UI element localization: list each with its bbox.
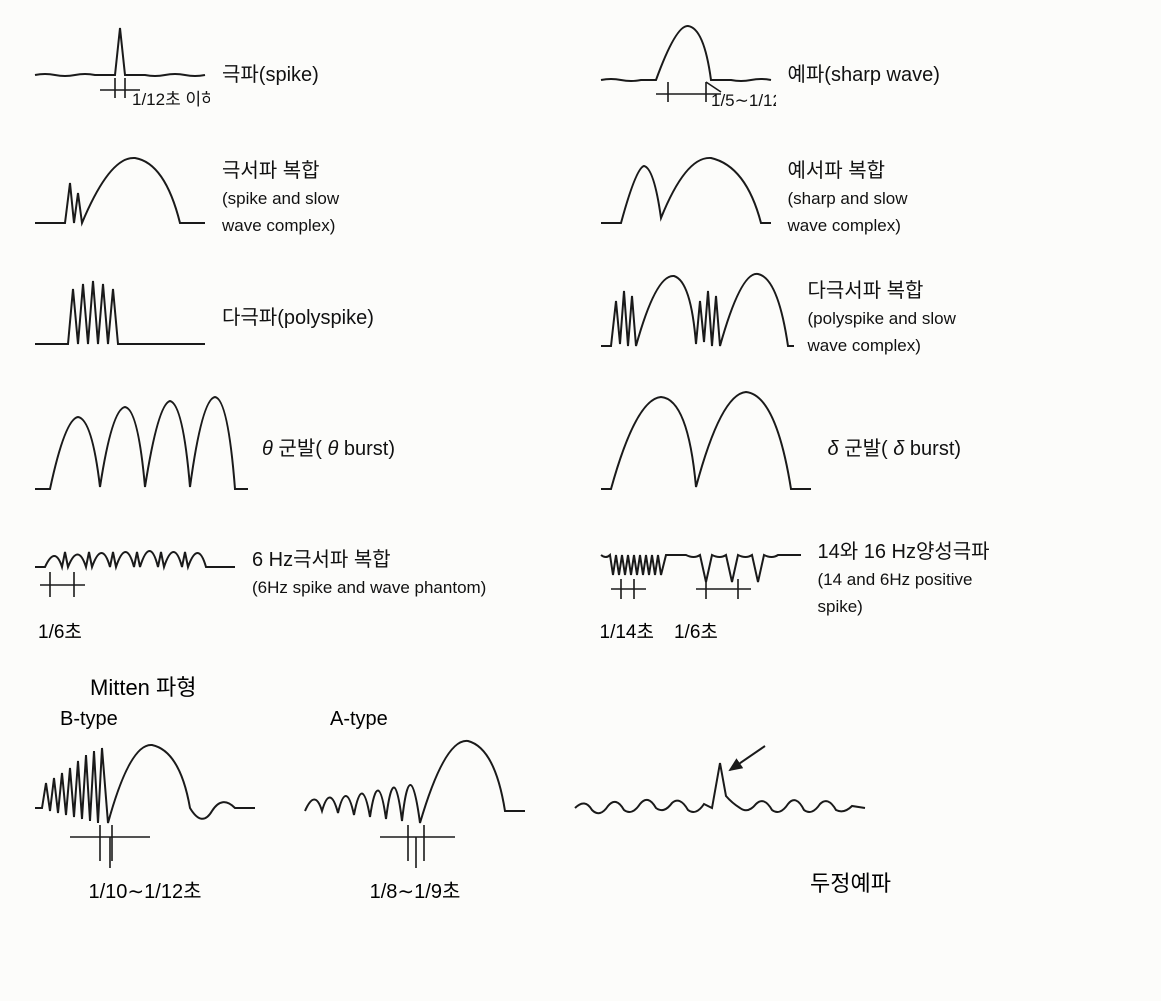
svg-polyspike [30, 269, 210, 369]
wave-delta [596, 389, 816, 509]
time-spike: 1/12초 이하 [132, 90, 210, 109]
wave-6hz: 1/6초 [30, 527, 240, 644]
mitten-b-sub: B-type [60, 708, 260, 731]
mitten-title: Mitten 파형 [90, 670, 1131, 702]
label-sharp-slow-en: (sharp and slow wave complex) [788, 189, 908, 235]
wave-theta [30, 389, 250, 509]
label-theta-txt: 군발( [278, 438, 321, 460]
time-14: 1/14초 [600, 617, 654, 644]
cell-6hz: 1/6초 6 Hz극서파 복합 (6Hz spike and wave phan… [30, 527, 566, 644]
svg-theta [30, 389, 250, 509]
wave-spike: 1/12초 이하 [30, 20, 210, 130]
time-14-6hz: 1/14초 1/6초 [600, 617, 806, 644]
mitten-a-time: 1/8∼1/9초 [300, 875, 530, 904]
label-14-6hz-ko: 14와 16 Hz양성극파 [818, 541, 990, 563]
svg-spike: 1/12초 이하 [30, 20, 210, 130]
wave-14-6hz: 1/14초 1/6초 [596, 527, 806, 644]
label-polyspike: 다극파(polyspike) [222, 305, 566, 332]
time-6: 1/6초 [674, 617, 718, 644]
mitten-a-sub: A-type [330, 708, 530, 731]
wave-sharp: 1/5∼1/12초 [596, 20, 776, 130]
label-14-6hz-en: (14 and 6Hz positive spike) [818, 570, 973, 616]
mitten-section: Mitten 파형 B-type 1/10∼1/12초 A-type 1/8∼1… [30, 670, 1131, 904]
label-polyspike-slow: 다극서파 복합 (polyspike and slow wave complex… [808, 278, 1132, 359]
parietal-label: 두정예파 [570, 866, 1131, 898]
wave-sharp-slow [596, 148, 776, 248]
label-polyspike-slow-ko: 다극서파 복합 [808, 280, 924, 302]
parietal: 두정예파 [570, 738, 1131, 898]
mitten-b-time: 1/10∼1/12초 [30, 875, 260, 904]
svg-polyspike-slow [596, 266, 796, 371]
time-6hz: 1/6초 [38, 617, 240, 644]
svg-parietal [570, 738, 870, 858]
label-sharp: 예파(sharp wave) [788, 62, 1132, 89]
time-sharp: 1/5∼1/12초 [711, 91, 776, 110]
label-polyspike-slow-en: (polyspike and slow wave complex) [808, 309, 956, 355]
wave-polyspike-slow [596, 266, 796, 371]
svg-sharp: 1/5∼1/12초 [596, 20, 776, 130]
waveform-grid: 1/12초 이하 극파(spike) 1/5∼1/12초 예파(sharp wa… [30, 20, 1131, 904]
cell-sharp-wave: 1/5∼1/12초 예파(sharp wave) [596, 20, 1132, 130]
mitten-flex: B-type 1/10∼1/12초 A-type 1/8∼1/9초 [30, 708, 1131, 904]
label-spike-slow: 극서파 복합 (spike and slow wave complex) [222, 158, 566, 239]
cell-polyspike: 다극파(polyspike) [30, 266, 566, 371]
label-spike-slow-ko: 극서파 복합 [222, 160, 320, 182]
svg-delta [596, 389, 816, 509]
svg-mitten-b [30, 733, 260, 873]
label-sharp-slow: 예서파 복합 (sharp and slow wave complex) [788, 158, 1132, 239]
svg-spike-slow [30, 148, 210, 248]
label-6hz: 6 Hz극서파 복합 (6Hz spike and wave phantom) [252, 547, 566, 601]
mitten-b: B-type 1/10∼1/12초 [30, 708, 260, 904]
cell-sharp-slow: 예서파 복합 (sharp and slow wave complex) [596, 148, 1132, 248]
wave-polyspike [30, 269, 210, 369]
label-sharp-slow-ko: 예서파 복합 [788, 160, 886, 182]
mitten-a: A-type 1/8∼1/9초 [300, 708, 530, 904]
label-spike: 극파(spike) [222, 62, 566, 89]
label-14-6hz: 14와 16 Hz양성극파 (14 and 6Hz positive spike… [818, 539, 1132, 620]
cell-polyspike-slow: 다극서파 복합 (polyspike and slow wave complex… [596, 266, 1132, 371]
svg-sharp-slow [596, 148, 776, 248]
svg-6hz [30, 527, 240, 617]
cell-delta-burst: δ 군발( δ burst) [596, 389, 1132, 509]
label-6hz-ko: 6 Hz극서파 복합 [252, 549, 391, 571]
label-delta: δ 군발( δ burst) [828, 436, 1132, 463]
cell-spike-slow: 극서파 복합 (spike and slow wave complex) [30, 148, 566, 248]
label-theta: θ 군발( θ burst) [262, 436, 566, 463]
cell-theta-burst: θ 군발( θ burst) [30, 389, 566, 509]
svg-mitten-a [300, 733, 530, 873]
cell-14-6hz: 1/14초 1/6초 14와 16 Hz양성극파 (14 and 6Hz pos… [596, 527, 1132, 644]
label-spike-slow-en: (spike and slow wave complex) [222, 189, 339, 235]
wave-spike-slow [30, 148, 210, 248]
label-6hz-en: (6Hz spike and wave phantom) [252, 578, 486, 597]
svg-14-6hz [596, 527, 806, 617]
cell-spike: 1/12초 이하 극파(spike) [30, 20, 566, 130]
